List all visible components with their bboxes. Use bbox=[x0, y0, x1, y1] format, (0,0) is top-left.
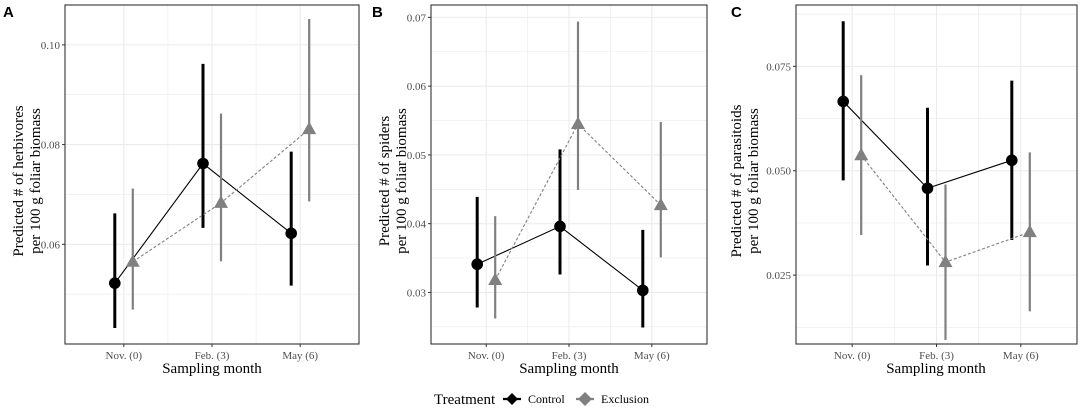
panel-a-ylabel-line2: per 100 g foliar biomass bbox=[28, 108, 44, 254]
panel-c-y-tick-label: 0.050 bbox=[766, 166, 791, 178]
panel-c: C Predicted # of parasitoids per 100 g f… bbox=[729, 4, 1078, 377]
panel-c-border bbox=[795, 4, 1078, 345]
legend-entry-control: Control bbox=[503, 392, 565, 406]
panel-b-y-tick-label: 0.07 bbox=[407, 12, 427, 24]
panel-b-plot-area bbox=[428, 4, 708, 347]
panel-a-border bbox=[64, 4, 360, 345]
panel-a: A Predicted # of herbivores per 100 g fo… bbox=[3, 4, 360, 377]
panel-b: B Predicted # of spiders per 100 g folia… bbox=[372, 4, 708, 377]
panel-c-y-tick-label: 0.025 bbox=[766, 270, 791, 282]
panel-c-ylabel-line1: Predicted # of parasitoids bbox=[729, 104, 745, 257]
panel-b-y-tick-label: 0.03 bbox=[407, 287, 427, 299]
panel-c-control-point bbox=[921, 182, 934, 195]
panel-a-control-point bbox=[197, 157, 209, 170]
panel-a-exclusion-point bbox=[125, 254, 140, 267]
legend-title: Treatment bbox=[434, 392, 496, 408]
panel-c-plot-area bbox=[793, 4, 1078, 347]
panel-a-control-point bbox=[285, 227, 298, 240]
panel-b-ylabel-line1: Predicted # of spiders bbox=[377, 116, 393, 247]
panel-c-letter: C bbox=[731, 4, 742, 21]
panel-a-x-tick-label: May (6) bbox=[282, 350, 318, 362]
panel-c-ylabel-line2: per 100 g foliar biomass bbox=[746, 108, 762, 254]
legend: Treatment Control Exclusion bbox=[434, 392, 649, 408]
panel-c-x-tick-label: May (6) bbox=[1003, 350, 1039, 362]
panel-b-control-point bbox=[554, 220, 566, 233]
panel-b-y-tick-label: 0.05 bbox=[407, 150, 427, 162]
panel-a-ylabel-line1: Predicted # of herbivores bbox=[11, 105, 27, 256]
panel-a-x-tick-label: Feb. (3) bbox=[195, 350, 230, 362]
panel-b-exclusion-point bbox=[653, 197, 668, 211]
panel-c-x-tick-label: Feb. (3) bbox=[919, 350, 954, 362]
panel-c-exclusion-point bbox=[1022, 224, 1037, 238]
panel-c-control-point bbox=[1006, 154, 1018, 167]
panel-b-y-tick-label: 0.06 bbox=[407, 81, 427, 93]
panel-b-y-tick-label: 0.04 bbox=[407, 219, 427, 231]
panel-b-x-tick-label: Nov. (0) bbox=[468, 350, 505, 362]
panel-c-xlabel: Sampling month bbox=[886, 361, 986, 377]
panel-a-xlabel: Sampling month bbox=[162, 361, 262, 377]
panel-a-y-tick-label: 0.10 bbox=[41, 40, 61, 52]
legend-entry-exclusion: Exclusion bbox=[576, 392, 649, 406]
panel-b-border bbox=[430, 4, 708, 345]
panel-a-exclusion-point bbox=[214, 195, 228, 208]
panel-c-control-point bbox=[837, 95, 849, 108]
panel-b-x-tick-label: Feb. (3) bbox=[552, 350, 587, 362]
panel-c-exclusion-point bbox=[854, 147, 869, 161]
panel-b-letter: B bbox=[372, 4, 383, 21]
panel-a-letter: A bbox=[3, 4, 14, 21]
panel-a-control-point bbox=[109, 277, 121, 289]
legend-control-key-icon bbox=[506, 393, 518, 405]
panel-b-control-point bbox=[471, 258, 484, 271]
panel-a-y-tick-label: 0.06 bbox=[41, 239, 61, 251]
panel-b-xlabel: Sampling month bbox=[519, 361, 619, 377]
panel-a-plot-area bbox=[62, 4, 360, 347]
panel-b-exclusion-point bbox=[571, 116, 585, 129]
panel-a-y-tick-label: 0.08 bbox=[41, 140, 61, 152]
panel-b-ylabel-line2: per 100 g foliar biomass bbox=[394, 108, 410, 254]
panel-b-exclusion-point bbox=[488, 272, 503, 286]
panel-c-exclusion-point bbox=[938, 254, 953, 268]
panel-c-y-tick-label: 0.075 bbox=[766, 61, 791, 73]
panel-a-exclusion-point bbox=[302, 121, 317, 135]
panel-b-control-point bbox=[637, 284, 649, 297]
legend-control-label: Control bbox=[528, 392, 565, 406]
panel-a-x-tick-label: Nov. (0) bbox=[106, 350, 143, 362]
panel-c-x-tick-label: Nov. (0) bbox=[834, 350, 871, 362]
legend-exclusion-label: Exclusion bbox=[601, 392, 649, 406]
legend-exclusion-key-icon bbox=[578, 392, 592, 406]
panel-b-x-tick-label: May (6) bbox=[634, 350, 670, 362]
